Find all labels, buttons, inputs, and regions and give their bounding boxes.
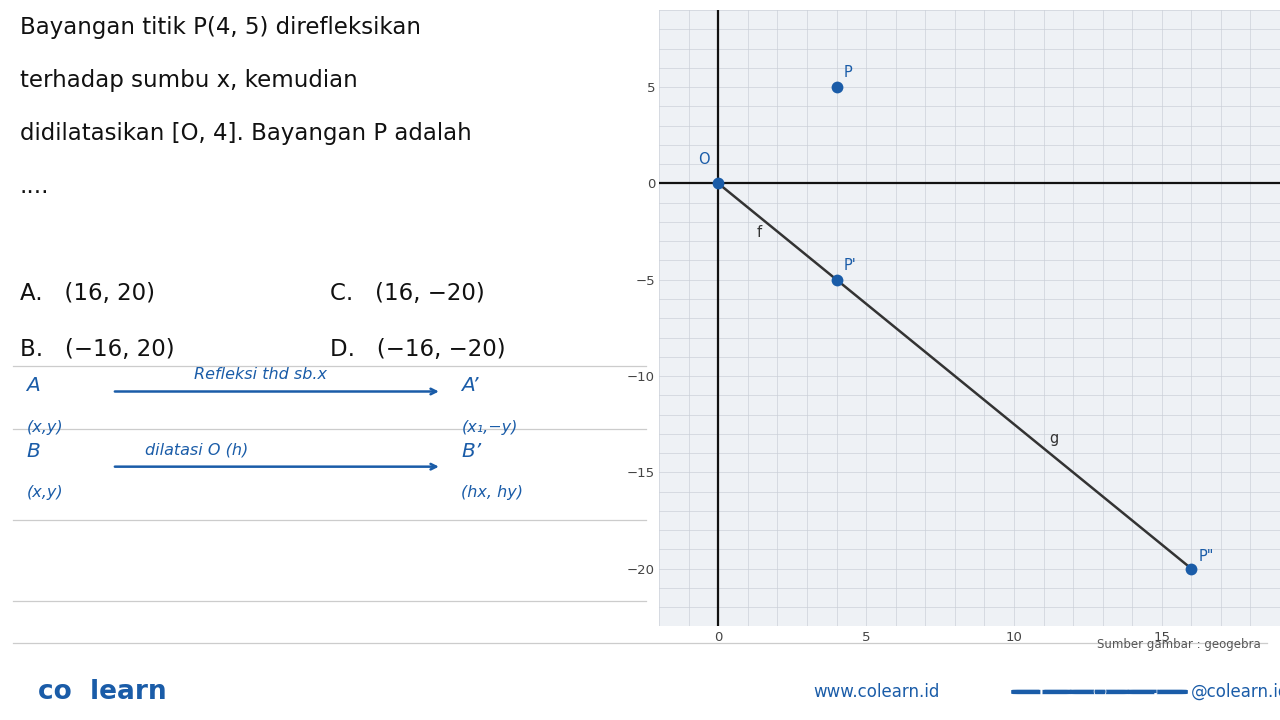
Text: dilatasi O (h): dilatasi O (h) <box>145 442 248 457</box>
Text: C.   (16, −20): C. (16, −20) <box>330 282 484 305</box>
Text: P: P <box>844 66 852 81</box>
Text: A.   (16, 20): A. (16, 20) <box>19 282 155 305</box>
Text: B.   (−16, 20): B. (−16, 20) <box>19 338 174 361</box>
Text: www.colearn.id: www.colearn.id <box>813 683 940 701</box>
Text: A’: A’ <box>462 376 479 395</box>
Text: f: f <box>756 225 762 240</box>
Text: B: B <box>27 441 40 461</box>
Text: Sumber gambar : geogebra: Sumber gambar : geogebra <box>1097 638 1261 651</box>
Text: ....: .... <box>19 176 49 199</box>
Text: Bayangan titik P(4, 5) direfleksikan: Bayangan titik P(4, 5) direfleksikan <box>19 16 421 39</box>
Text: O: O <box>698 152 709 167</box>
Text: (x,y): (x,y) <box>27 485 63 500</box>
Text: (x,y): (x,y) <box>27 420 63 435</box>
Text: f: f <box>1039 685 1044 698</box>
FancyBboxPatch shape <box>1126 690 1188 694</box>
Text: (hx, hy): (hx, hy) <box>462 485 524 500</box>
Text: P": P" <box>1198 549 1213 564</box>
Text: ◯: ◯ <box>1093 685 1106 698</box>
FancyBboxPatch shape <box>1011 690 1073 694</box>
Text: D.   (−16, −20): D. (−16, −20) <box>330 338 506 361</box>
Text: terhadap sumbu x, kemudian: terhadap sumbu x, kemudian <box>19 69 357 92</box>
Text: g: g <box>1050 431 1059 446</box>
FancyBboxPatch shape <box>1069 690 1130 694</box>
Text: @colearn.id: @colearn.id <box>1190 683 1280 701</box>
Text: P': P' <box>844 258 856 273</box>
Text: A: A <box>27 376 40 395</box>
Text: Refleksi thd sb.x: Refleksi thd sb.x <box>195 367 328 382</box>
Text: co  learn: co learn <box>38 679 166 705</box>
Text: B’: B’ <box>462 441 481 461</box>
Text: didilatasikan [O, 4]. Bayangan P adalah: didilatasikan [O, 4]. Bayangan P adalah <box>19 122 471 145</box>
Text: ♪: ♪ <box>1153 685 1161 698</box>
Text: (x₁,−y): (x₁,−y) <box>462 420 518 435</box>
